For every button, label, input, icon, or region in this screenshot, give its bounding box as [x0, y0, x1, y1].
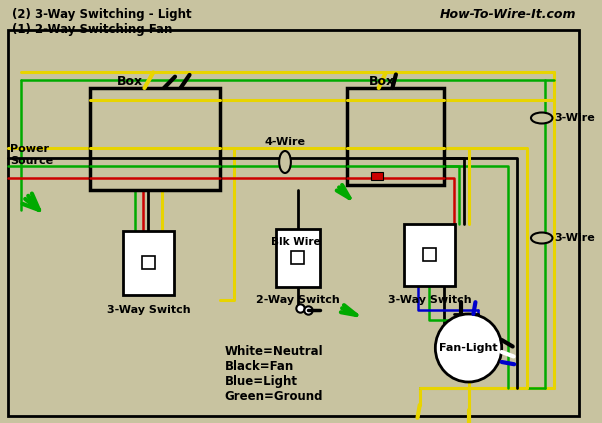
Text: Power
Source: Power Source [10, 144, 53, 166]
Text: How-To-Wire-It.com: How-To-Wire-It.com [439, 8, 576, 21]
Text: Box: Box [117, 75, 143, 88]
Bar [423, 248, 436, 261]
Text: (2) 3-Way Switching - Light
(1) 2-Way Switching Fan: (2) 3-Way Switching - Light (1) 2-Way Sw… [11, 8, 191, 36]
Bar [142, 256, 155, 269]
Text: 3-Wire: 3-Wire [554, 233, 595, 243]
Bar [123, 231, 174, 295]
Text: Blk Wire: Blk Wire [271, 237, 320, 247]
Bar [90, 88, 220, 190]
Ellipse shape [531, 233, 553, 244]
Text: 4-Wire: 4-Wire [264, 137, 306, 147]
Ellipse shape [279, 151, 291, 173]
Text: 3-Way Switch: 3-Way Switch [107, 305, 190, 315]
Bar [404, 224, 455, 286]
Text: Fan-Light: Fan-Light [439, 343, 498, 353]
Circle shape [435, 314, 501, 382]
Text: 3-Wire: 3-Wire [554, 113, 595, 123]
Bar [276, 229, 320, 287]
Bar [347, 88, 444, 185]
Text: White=Neutral
Black=Fan
Blue=Light
Green=Ground: White=Neutral Black=Fan Blue=Light Green… [225, 345, 323, 403]
Bar [371, 172, 383, 180]
Ellipse shape [531, 113, 553, 124]
Text: Box: Box [369, 75, 395, 88]
Bar [291, 252, 304, 264]
Text: 3-Way Switch: 3-Way Switch [388, 295, 471, 305]
Text: 2-Way Switch: 2-Way Switch [256, 295, 340, 305]
